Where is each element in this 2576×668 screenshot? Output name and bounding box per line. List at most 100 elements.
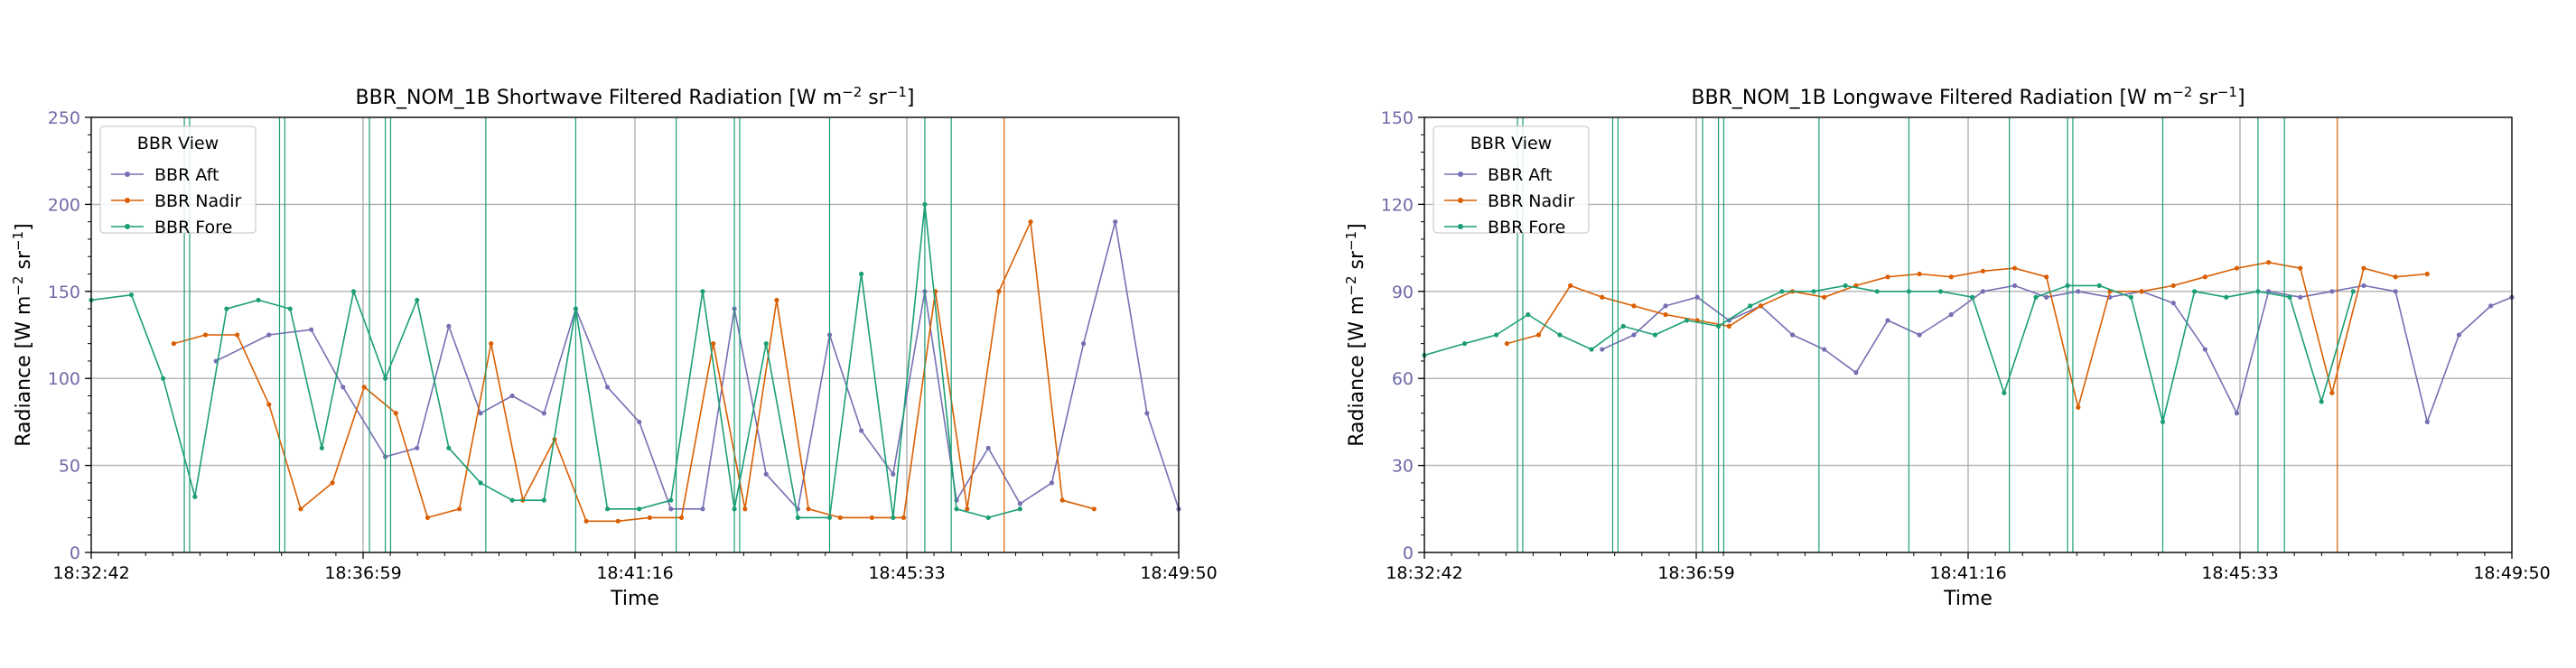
series-point-bbr-fore <box>922 201 928 207</box>
legend-label-bbr-nadir: BBR Nadir <box>154 191 242 211</box>
x-axis-label: Time <box>610 588 659 610</box>
series-point-bbr-nadir <box>1758 303 1764 309</box>
series-point-bbr-nadir <box>171 341 176 347</box>
series-point-bbr-nadir <box>965 506 970 512</box>
series-point-bbr-aft <box>1885 318 1890 323</box>
series-point-bbr-fore <box>1017 506 1022 512</box>
series-point-bbr-nadir <box>2234 265 2240 271</box>
series-point-bbr-nadir <box>1885 274 1890 280</box>
x-tick-label: 18:45:33 <box>2201 563 2278 583</box>
x-tick-label: 18:41:16 <box>1929 563 2006 583</box>
series-point-bbr-fore <box>128 292 135 298</box>
series-point-bbr-fore <box>1684 318 1690 323</box>
series-point-bbr-fore <box>1589 347 1594 352</box>
series-point-bbr-fore <box>1620 323 1626 329</box>
series-point-bbr-aft <box>1049 480 1055 486</box>
y-axis-label: Radiance [W m−2 sr−1] <box>1343 223 1368 447</box>
series-point-bbr-aft <box>2011 283 2018 288</box>
series-point-bbr-nadir <box>615 518 621 524</box>
series-point-bbr-nadir <box>1663 311 1668 318</box>
y-tick-label: 60 <box>1392 369 1414 389</box>
series-point-bbr-nadir <box>2393 274 2398 280</box>
series-point-bbr-nadir <box>1091 506 1097 512</box>
legend-entries: BBR Aft BBR Nadir BBR Fore <box>1444 165 1575 237</box>
series-point-bbr-nadir <box>456 506 462 512</box>
y-tick-label: 30 <box>1392 457 1414 477</box>
series-line-bbr-fore <box>90 203 1021 519</box>
legend: BBR View BBR Aft BBR Nadir BBR Fore <box>99 125 257 237</box>
series-point-bbr-aft <box>604 385 611 390</box>
series-point-bbr-fore <box>2287 294 2292 300</box>
series-point-bbr-fore <box>859 271 864 277</box>
series-point-bbr-fore <box>415 297 420 303</box>
series-point-bbr-nadir <box>742 506 748 512</box>
series-point-bbr-fore <box>192 494 198 499</box>
series-point-bbr-nadir <box>2076 404 2081 410</box>
series-point-bbr-fore <box>1970 294 1975 300</box>
legend-marker-bbr-nadir <box>1458 198 1463 203</box>
series-point-bbr-nadir <box>2170 283 2176 288</box>
legend-label-bbr-fore: BBR Fore <box>1488 218 1565 237</box>
x-tick-label: 18:45:33 <box>868 563 945 583</box>
legend-label-bbr-aft: BBR Aft <box>154 165 219 185</box>
series-point-bbr-fore <box>2033 294 2039 300</box>
series-point-bbr-aft <box>1822 347 1827 352</box>
series-point-bbr-nadir <box>1600 294 1605 300</box>
series-point-bbr-nadir <box>1059 497 1065 503</box>
series-point-bbr-fore <box>1874 289 1880 294</box>
series-point-bbr-nadir <box>1028 219 1033 225</box>
series-layer <box>89 117 1181 552</box>
series-point-bbr-fore <box>1557 332 1563 338</box>
series-point-bbr-fore <box>1748 303 1753 309</box>
series-point-bbr-nadir <box>330 480 335 486</box>
series-point-bbr-fore <box>954 506 959 512</box>
series-point-bbr-aft <box>2487 303 2494 309</box>
series-point-bbr-fore <box>1494 332 1499 338</box>
series-point-bbr-fore <box>224 306 229 311</box>
series-point-bbr-aft <box>478 411 483 416</box>
series-point-bbr-aft <box>2044 294 2049 300</box>
series-point-bbr-fore <box>573 306 579 311</box>
series-point-bbr-nadir <box>361 385 367 390</box>
y-tick-label: 0 <box>70 543 80 563</box>
x-tick-label: 18:36:59 <box>1657 563 1734 583</box>
y-tick-label: 250 <box>48 108 80 128</box>
series-point-bbr-aft <box>2361 283 2366 288</box>
series-point-bbr-nadir <box>2044 274 2049 280</box>
legend-marker-bbr-nadir <box>125 198 130 203</box>
series-point-bbr-aft <box>1663 303 1668 309</box>
legend-label-bbr-nadir: BBR Nadir <box>1488 191 1575 211</box>
series-point-bbr-nadir <box>425 515 431 521</box>
series-point-bbr-fore <box>2319 399 2324 404</box>
y-axis-label: Radiance [W m−2 sr−1] <box>10 223 35 447</box>
series-point-bbr-aft <box>1631 332 1637 338</box>
series-point-bbr-aft <box>1113 219 1118 225</box>
y-tick-label: 150 <box>48 283 80 302</box>
series-line-bbr-nadir <box>173 220 1095 523</box>
series-point-bbr-nadir <box>235 332 240 338</box>
legend-entries: BBR Aft BBR Nadir BBR Fore <box>111 165 242 237</box>
y-tick-label: 150 <box>1381 108 1414 128</box>
series-point-bbr-fore <box>637 506 642 512</box>
x-ticks: 18:32:42 18:36:59 18:41:16 18:45:33 18:49:50 <box>1386 552 2551 583</box>
series-point-bbr-nadir <box>1948 274 1954 280</box>
series-point-bbr-nadir <box>678 515 685 521</box>
legend-marker-bbr-aft <box>125 172 130 177</box>
series-point-bbr-fore <box>2002 390 2007 395</box>
series-point-bbr-aft <box>1694 294 1700 300</box>
series-point-bbr-fore <box>2065 283 2070 288</box>
legend-title: BBR View <box>1470 134 1552 153</box>
series-point-bbr-nadir <box>393 411 398 416</box>
series-point-bbr-fore <box>668 497 674 503</box>
legend-title: BBR View <box>137 134 219 153</box>
legend-label-bbr-fore: BBR Fore <box>154 218 232 237</box>
y-tick-label: 200 <box>48 195 80 215</box>
series-point-bbr-fore <box>2255 289 2261 294</box>
series-point-bbr-nadir <box>1568 283 1573 288</box>
series-point-bbr-fore <box>1461 341 1468 347</box>
series-point-bbr-fore <box>2192 289 2198 294</box>
series-point-bbr-fore <box>287 306 293 311</box>
series-point-bbr-fore <box>446 445 452 450</box>
series-point-bbr-nadir <box>2202 274 2207 280</box>
